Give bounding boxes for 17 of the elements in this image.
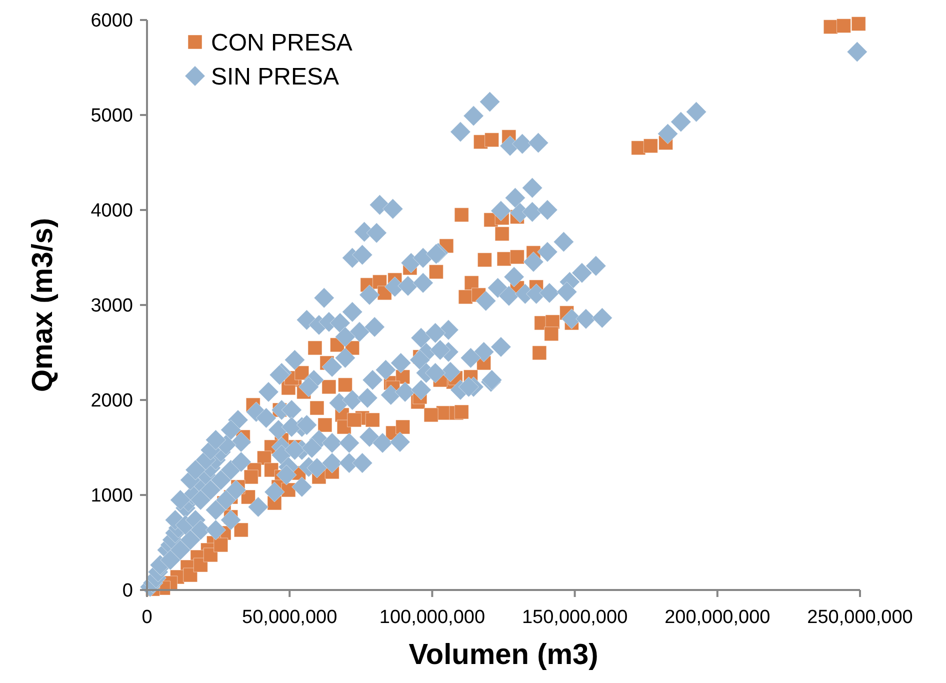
y-tick-label: 2000 (90, 390, 133, 412)
y-axis-title: Qmax (m3/s) (27, 218, 59, 392)
x-tick-label: 0 (142, 607, 152, 628)
x-tick-label: 150,000,000 (522, 607, 628, 628)
y-tick-label: 5000 (90, 106, 133, 127)
legend-label: SIN PRESA (211, 63, 340, 90)
x-tick-label: 200,000,000 (664, 607, 770, 628)
x-tick-label: 50,000,000 (242, 607, 338, 628)
x-tick-label: 100,000,000 (379, 607, 486, 628)
y-tick-label: 6000 (90, 10, 133, 32)
y-tick-label: 1000 (90, 486, 133, 507)
x-axis-title: Volumen (m3) (408, 639, 598, 671)
y-tick-label: 3000 (90, 296, 133, 317)
y-tick-label: 0 (122, 580, 133, 602)
x-tick-label: 250,000,000 (807, 607, 913, 628)
legend-label: CON PRESA (211, 29, 352, 56)
y-tick-label: 4000 (90, 200, 133, 222)
